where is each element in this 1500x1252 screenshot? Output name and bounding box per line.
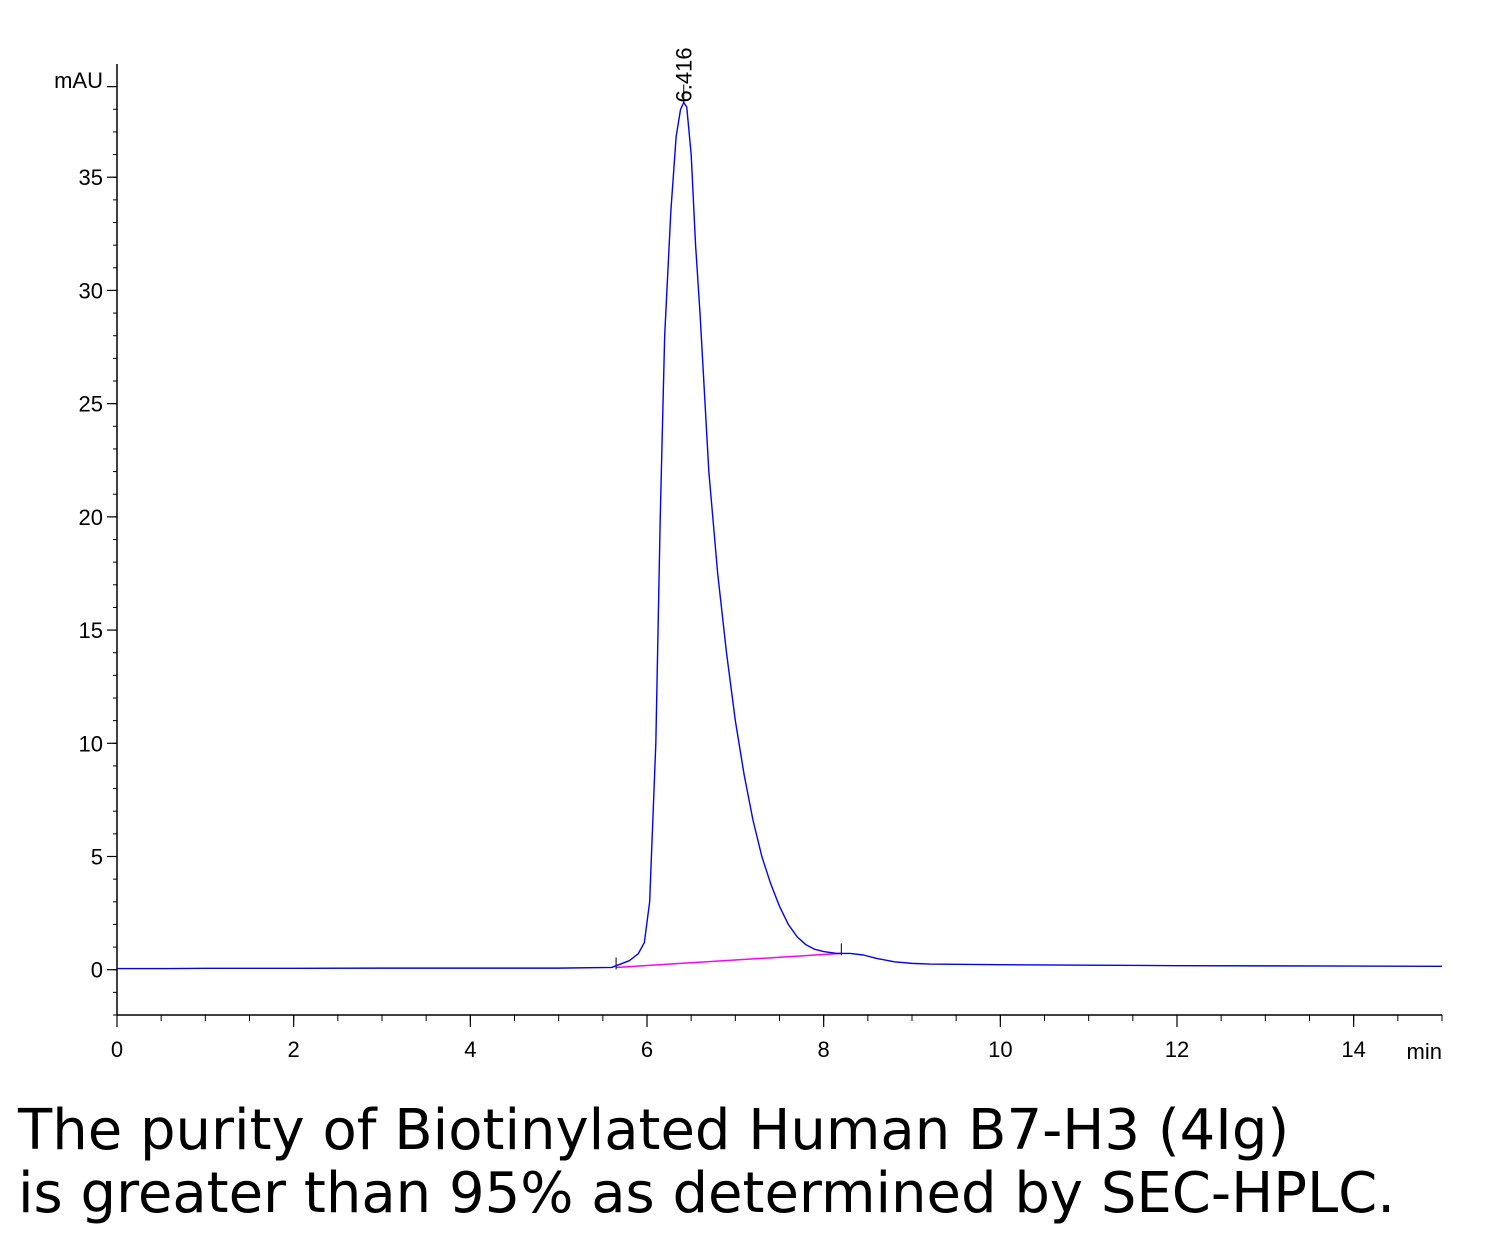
y-tick-label: 25: [79, 392, 103, 417]
x-tick-label: 4: [464, 1037, 476, 1062]
x-tick-label: 10: [988, 1037, 1012, 1062]
peak-retention-label: 6.416: [672, 47, 697, 102]
caption-line-1: The purity of Biotinylated Human B7-H3 (…: [18, 1098, 1290, 1163]
x-tick-label: 2: [288, 1037, 300, 1062]
x-tick-label: 6: [641, 1037, 653, 1062]
caption-line-2: is greater than 95% as determined by SEC…: [18, 1160, 1396, 1226]
y-tick-label: 15: [79, 618, 103, 643]
y-tick-label: 10: [79, 731, 103, 756]
x-tick-label: 14: [1341, 1037, 1365, 1062]
x-tick-label: 12: [1165, 1037, 1189, 1062]
x-tick-label: 8: [818, 1037, 830, 1062]
x-axis-label: min: [1407, 1039, 1442, 1064]
y-axis-label: mAU: [54, 68, 103, 93]
signal-trace: [117, 101, 1443, 970]
x-tick-label: 0: [111, 1037, 123, 1062]
integration-baseline: [616, 952, 842, 969]
y-tick-label: 35: [79, 165, 103, 190]
y-tick-label: 20: [79, 505, 103, 530]
y-tick-label: 0: [91, 958, 103, 983]
y-tick-label: 5: [91, 845, 103, 870]
caption: The purity of Biotinylated Human B7-H3 (…: [18, 1098, 1396, 1226]
y-tick-label: 30: [79, 278, 103, 303]
chromatogram-chart: 0 5 10 15 20 25 30 35 mAU 0 2 4 6 8 10 12 14 min 6.416: [54, 47, 1443, 1064]
